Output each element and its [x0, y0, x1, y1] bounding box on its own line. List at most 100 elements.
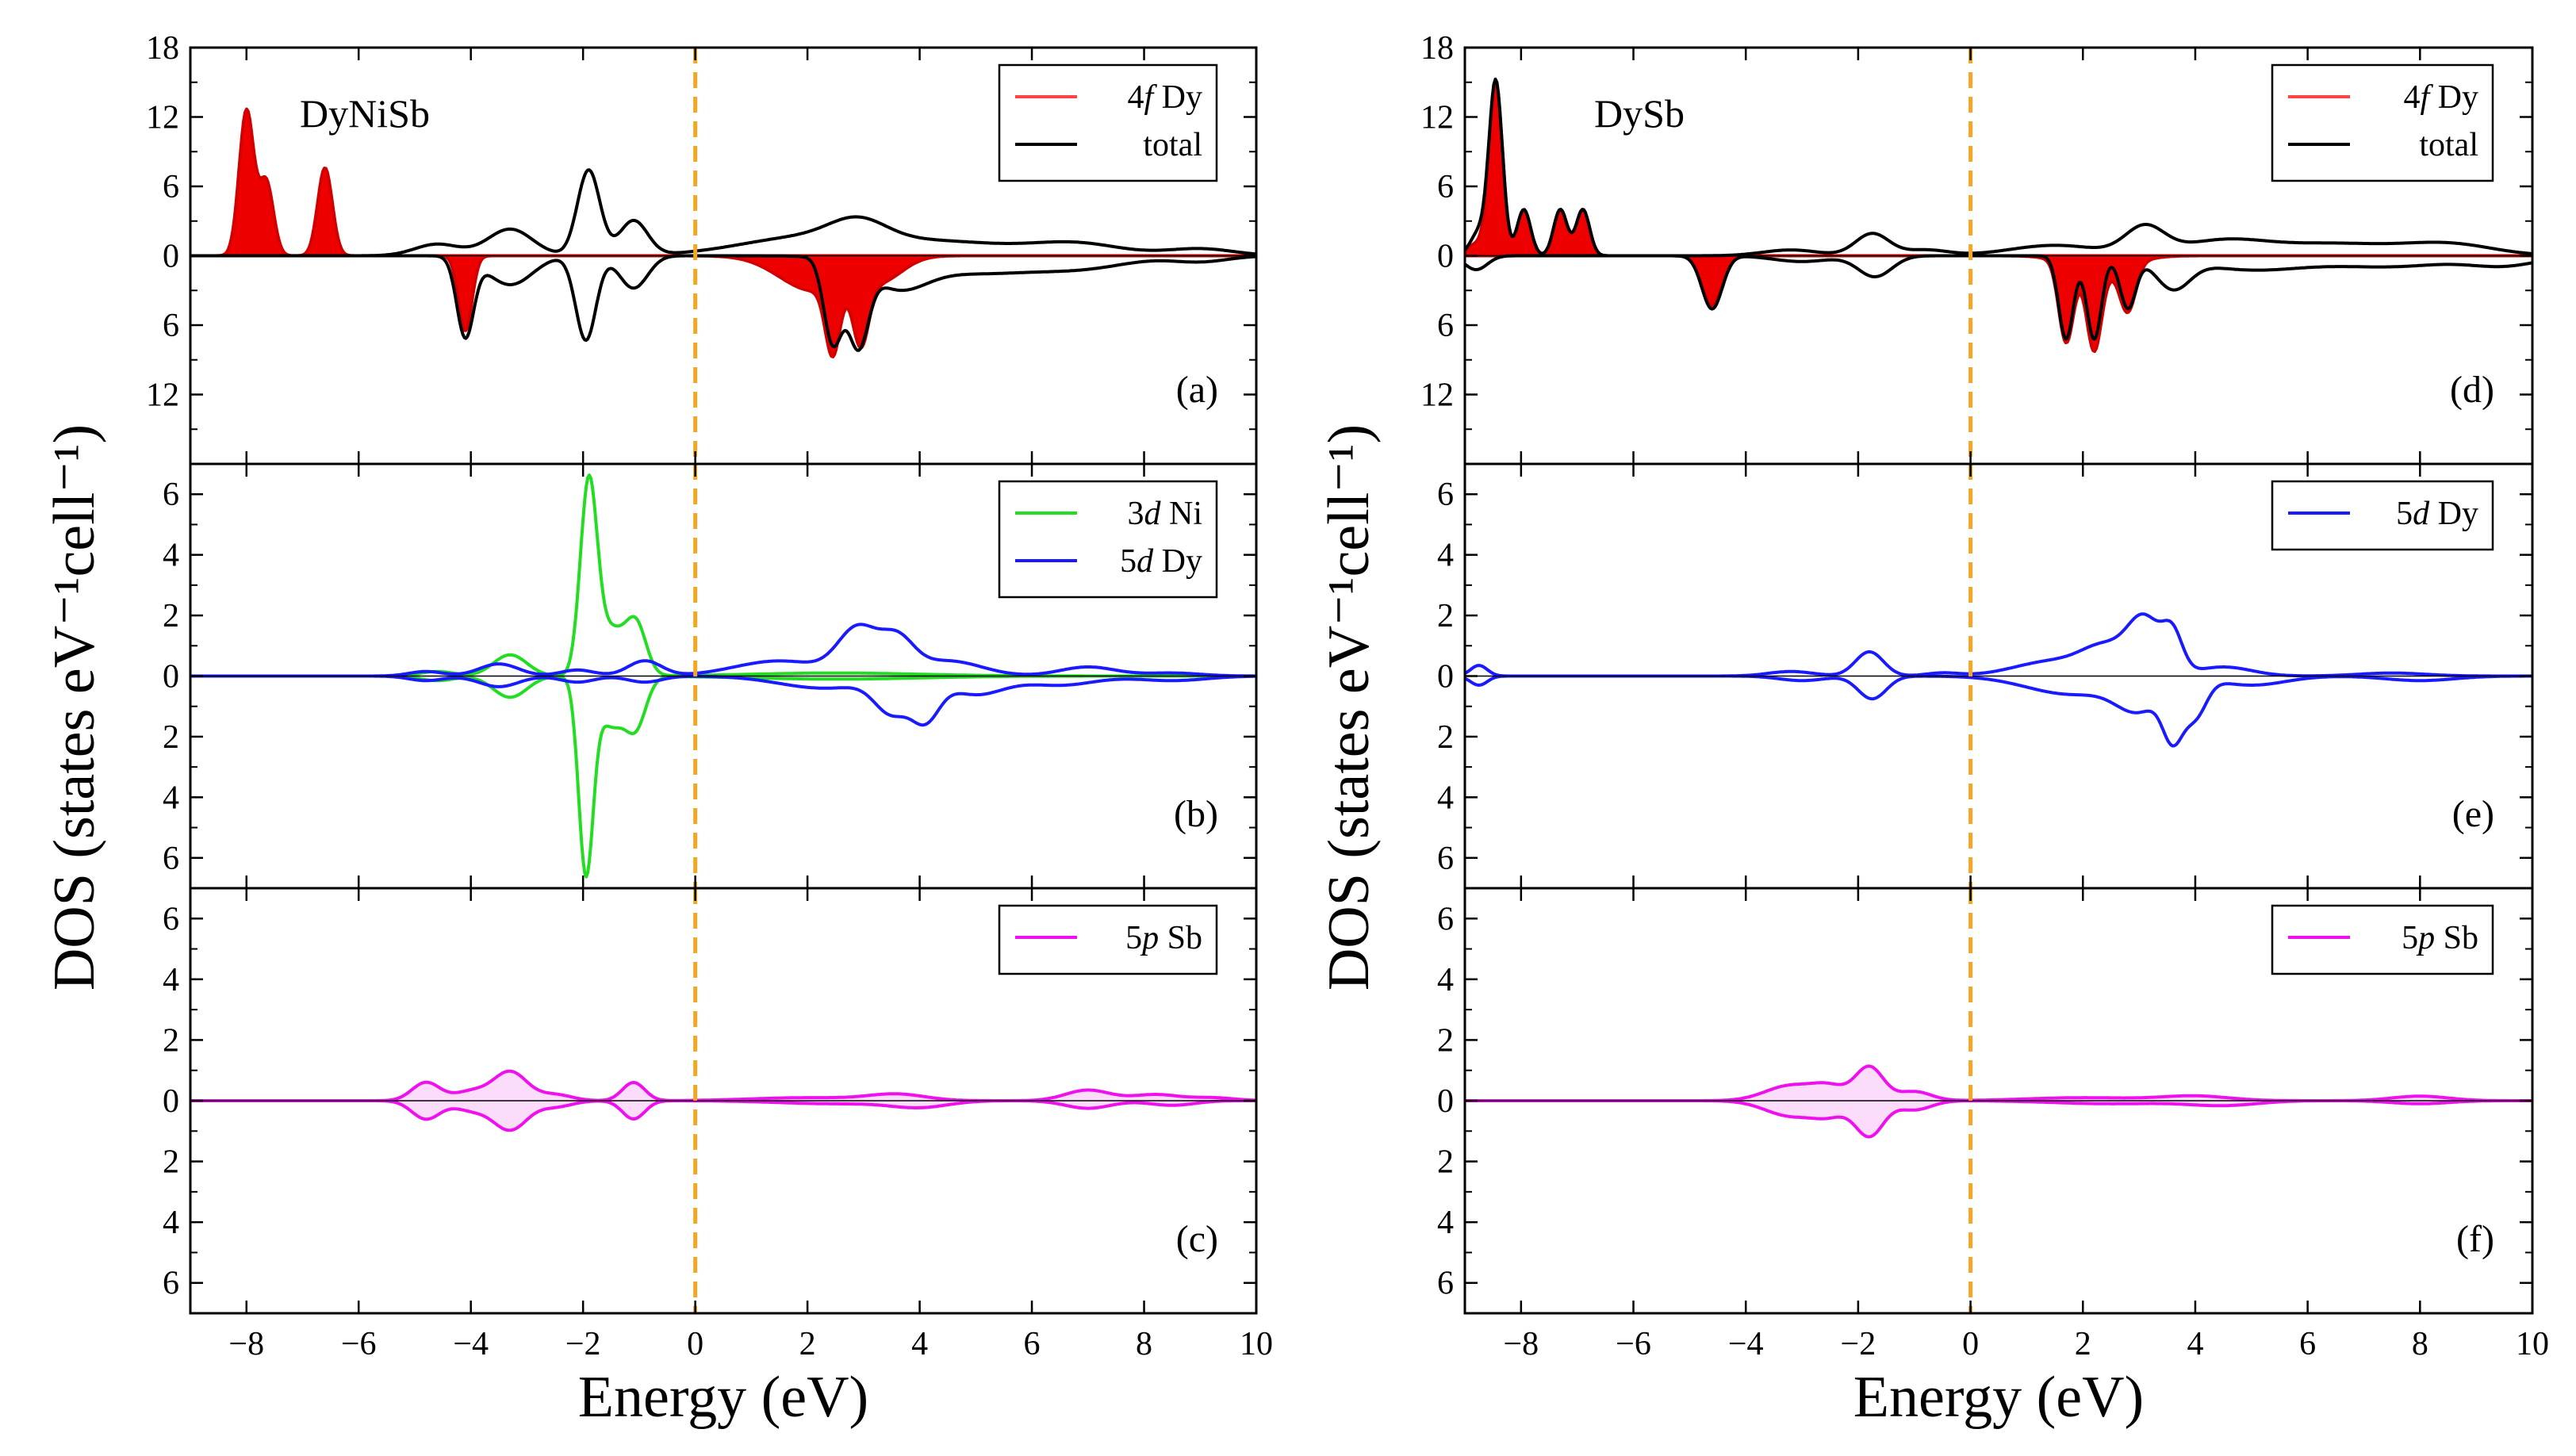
ytick-label-d: 12 [1420, 100, 1454, 136]
legend-box-b [998, 480, 1218, 599]
legend-suffix: total [1143, 127, 1202, 163]
legend-suffix: Sb [1159, 920, 1202, 956]
ytick-label-e: 4 [1437, 780, 1454, 816]
series-line-b-2 [190, 623, 1257, 678]
legend-suffix: Dy [2429, 79, 2478, 116]
legend-label-d-1: total [2419, 127, 2478, 163]
xtick-label-f: 10 [2516, 1326, 2549, 1362]
legend-prefix: 3 [1128, 496, 1144, 532]
series-line-b-3 [190, 674, 1257, 727]
legend-suffix: Sb [2435, 920, 2478, 956]
legend-box-f [2271, 904, 2494, 975]
series-line-e-0 [1463, 612, 2533, 678]
ytick-label-a: 12 [146, 377, 179, 414]
ytick-label-c: 2 [163, 1144, 179, 1181]
xtick-label-c: −2 [565, 1326, 601, 1362]
legend-prefix: 4 [2403, 79, 2420, 116]
xtick-label-c: 10 [1240, 1326, 1273, 1362]
ytick-label-f: 2 [1437, 1144, 1454, 1181]
ytick-label-e: 6 [1437, 477, 1454, 513]
ytick-label-d: 18 [1420, 30, 1454, 67]
legend-prefix: 5 [2402, 920, 2418, 956]
ytick-label-f: 4 [1437, 962, 1454, 998]
ytick-label-d: 6 [1437, 169, 1454, 205]
x-axis-label-f: Energy (eV) [1853, 1365, 2144, 1430]
legend-label-a-0: 4f Dy [1127, 79, 1202, 116]
xtick-label-f: −6 [1616, 1326, 1651, 1362]
legend-orbital: d [1137, 543, 1154, 580]
series-line-d-3 [1463, 254, 2533, 341]
legend-prefix: 5 [1120, 543, 1137, 580]
ytick-label-d: 12 [1420, 377, 1454, 414]
xtick-label-f: 2 [2075, 1326, 2091, 1362]
area-f-0 [1465, 1066, 2532, 1101]
ytick-label-f: 0 [1437, 1083, 1454, 1120]
ytick-label-e: 2 [1437, 719, 1454, 756]
ytick-label-c: 4 [163, 1205, 179, 1241]
ytick-label-b: 2 [163, 719, 179, 756]
xtick-label-c: 8 [1136, 1326, 1152, 1362]
legend-label-c-0: 5p Sb [1125, 920, 1202, 956]
panel-e: 6 4 2 0 2 4 6 (e) 5d Dy [1437, 462, 2534, 890]
ytick-label-e: 4 [1437, 538, 1454, 574]
legend-suffix: Ni [1161, 496, 1203, 532]
xtick-label-c: 0 [687, 1326, 703, 1362]
panel-f: 6 4 2 0 2 4 6 −8 −6 −4 −2 0 2 4 6 8 10 Energy (eV) (f) 5p S… [1437, 887, 2549, 1430]
series-line-f-0 [1464, 1064, 2533, 1102]
panel-label-a: (a) [1176, 369, 1218, 411]
ytick-label-b: 0 [163, 659, 179, 695]
series-line-a-3 [190, 254, 1257, 352]
ytick-label-b: 6 [163, 841, 179, 877]
ytick-label-e: 2 [1437, 598, 1454, 634]
legend-box-c [998, 904, 1218, 975]
panel-a: 18 12 6 0 6 12 DyNiSb (a) 4f Dy total [146, 30, 1258, 466]
xtick-label-f: −2 [1841, 1326, 1876, 1362]
legend-suffix: Dy [1153, 543, 1202, 580]
xtick-label-c: −8 [228, 1326, 264, 1362]
panel-title-d: DySb [1594, 91, 1685, 136]
legend-box-e [2271, 480, 2494, 551]
legend-orbital: d [1144, 496, 1162, 532]
legend-box-a [998, 63, 1218, 182]
ytick-label-b: 4 [163, 538, 179, 574]
panel-title-a: DyNiSb [300, 91, 430, 136]
ytick-label-d: 6 [1437, 308, 1454, 344]
ytick-label-a: 12 [146, 100, 179, 136]
ytick-label-d: 0 [1437, 239, 1454, 275]
area-d-1 [1465, 255, 2532, 351]
legend-label-b-0: 3d Ni [1128, 496, 1203, 532]
ytick-label-c: 6 [163, 901, 179, 937]
xtick-label-c: −4 [453, 1326, 489, 1362]
area-c-1 [190, 1101, 1256, 1131]
ytick-label-c: 6 [163, 1266, 179, 1302]
series-line-a-1 [190, 254, 1257, 358]
legend-suffix: Dy [1153, 79, 1202, 116]
legend-box-d [2271, 63, 2494, 182]
xtick-label-f: 4 [2187, 1326, 2203, 1362]
ytick-label-a: 18 [146, 30, 179, 67]
ytick-label-f: 6 [1437, 1266, 1454, 1302]
xtick-label-f: 0 [1962, 1326, 1979, 1362]
panel-label-e: (e) [2452, 793, 2494, 835]
xtick-label-c: 2 [799, 1326, 816, 1362]
legend-prefix: 5 [1125, 920, 1142, 956]
ytick-label-f: 6 [1437, 901, 1454, 937]
panel-c: 6 4 2 0 2 4 6 −8 −6 −4 −2 0 2 4 6 8 10 Energy (eV) (c) 5p S… [163, 887, 1273, 1430]
legend-label-b-1: 5d Dy [1120, 543, 1202, 580]
panel-label-d: (d) [2450, 369, 2494, 411]
ytick-label-f: 4 [1437, 1205, 1454, 1241]
panel-label-f: (f) [2456, 1218, 2494, 1260]
ytick-label-c: 4 [163, 962, 179, 998]
ytick-label-e: 6 [1437, 841, 1454, 877]
ytick-label-e: 0 [1437, 659, 1454, 695]
ytick-label-a: 6 [163, 169, 179, 205]
ytick-label-a: 0 [163, 239, 179, 275]
legend-orbital: d [2413, 496, 2430, 532]
panel-label-b: (b) [1174, 793, 1218, 835]
panel-d: 18 12 6 0 6 12 DySb (d) 4f Dy total [1420, 30, 2534, 466]
xtick-label-f: −8 [1503, 1326, 1539, 1362]
xtick-label-f: 8 [2412, 1326, 2428, 1362]
